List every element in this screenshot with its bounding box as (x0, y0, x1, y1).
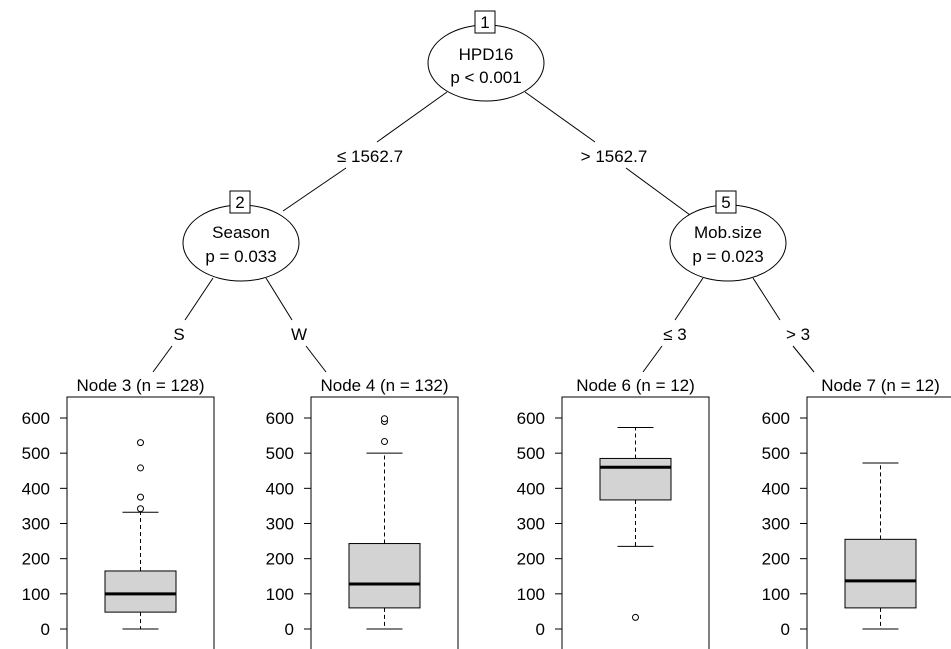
y-tick-label: 400 (762, 479, 790, 498)
y-tick-label: 500 (517, 444, 545, 463)
y-tick-label: 0 (536, 620, 545, 639)
panel-frame (806, 396, 951, 649)
outlier-point (137, 493, 144, 501)
inner-node-2: 2 Season p = 0.033 (182, 190, 300, 282)
y-tick-label: 100 (517, 585, 545, 604)
outlier-point (381, 438, 388, 446)
edge-label-5-7: > 3 (786, 325, 810, 344)
y-tick-label: 300 (22, 515, 50, 534)
y-tick-label: 200 (517, 550, 545, 569)
box-iqr (104, 570, 177, 613)
y-tick-label: 200 (266, 550, 294, 569)
node-p-value: p = 0.023 (692, 247, 763, 266)
edge-2-3 (184, 277, 214, 321)
box-iqr (599, 457, 672, 501)
terminal-node-4: Node 4 (n = 132) 0 100 200 300 400 500 600 (266, 376, 459, 649)
node-id: 1 (480, 13, 489, 32)
y-tick-label: 300 (266, 515, 294, 534)
outlier-point (137, 505, 144, 513)
edge-2-3-lower (152, 345, 173, 373)
y-tick-label: 100 (266, 585, 294, 604)
y-tick-label: 600 (762, 409, 790, 428)
panel-title: Node 3 (n = 128) (76, 376, 204, 395)
node-id: 2 (235, 193, 244, 212)
y-tick-label: 100 (762, 585, 790, 604)
y-tick-label: 300 (517, 515, 545, 534)
node-ellipse (182, 204, 300, 282)
edge-1-2 (376, 91, 448, 143)
y-tick-label: 500 (266, 444, 294, 463)
y-tick-label: 400 (22, 479, 50, 498)
node-p-value: p < 0.001 (450, 68, 521, 87)
edge-label-2-4: W (291, 325, 307, 344)
y-tick-label: 500 (762, 444, 790, 463)
node-ellipse (669, 204, 787, 282)
y-tick-label: 600 (517, 409, 545, 428)
edge-1-5-lower (625, 167, 691, 216)
terminal-node-6: Node 6 (n = 12) 0 100 200 300 400 500 600 (517, 376, 710, 649)
edge-5-7 (752, 277, 781, 321)
box-iqr (348, 543, 421, 609)
edge-2-4-lower (305, 345, 327, 373)
inner-node-1: 1 HPD16 p < 0.001 (427, 10, 545, 102)
node-variable: Season (212, 223, 270, 242)
y-tick-label: 200 (762, 550, 790, 569)
edge-label-1-5: > 1562.7 (581, 147, 648, 166)
edge-label-1-2: ≤ 1562.7 (337, 147, 403, 166)
edge-2-4 (265, 277, 293, 321)
edge-5-6-lower (642, 345, 663, 373)
edge-1-5 (524, 91, 596, 143)
tree-edges (152, 91, 815, 373)
y-tick-label: 400 (266, 479, 294, 498)
outlier-point (381, 415, 388, 423)
node-id: 5 (721, 193, 730, 212)
outlier-point (137, 439, 144, 447)
terminal-node-7: Node 7 (n = 12) 0 100 200 300 400 500 600 (762, 376, 951, 649)
outlier-point (137, 464, 144, 472)
node-p-value: p = 0.033 (205, 247, 276, 266)
node-variable: HPD16 (459, 45, 514, 64)
y-tick-label: 200 (22, 550, 50, 569)
edge-label-5-6: ≤ 3 (663, 325, 687, 344)
panel-title: Node 4 (n = 132) (320, 376, 448, 395)
y-tick-label: 0 (781, 620, 790, 639)
outlier-point (632, 613, 639, 621)
y-tick-label: 0 (285, 620, 294, 639)
y-tick-label: 600 (266, 409, 294, 428)
y-tick-label: 0 (41, 620, 50, 639)
panel-title: Node 6 (n = 12) (576, 376, 695, 395)
edge-5-7-lower (792, 345, 815, 373)
y-tick-label: 400 (517, 479, 545, 498)
y-tick-label: 500 (22, 444, 50, 463)
y-tick-label: 300 (762, 515, 790, 534)
node-id-box (474, 10, 496, 34)
node-id-box (229, 190, 251, 214)
y-tick-label: 100 (22, 585, 50, 604)
panel-title: Node 7 (n = 12) (821, 376, 940, 395)
y-tick-label: 600 (22, 409, 50, 428)
edge-1-2-lower (282, 167, 347, 212)
inner-node-5: 5 Mob.size p = 0.023 (669, 190, 787, 282)
terminal-panels: Node 3 (n = 128)0100200300400500600Node … (22, 376, 951, 649)
edge-label-2-3: S (173, 325, 184, 344)
edge-5-6 (674, 277, 704, 321)
node-id-box (715, 190, 737, 214)
terminal-node-3: Node 3 (n = 128) 0 100 200 300 400 500 600 (22, 376, 215, 649)
box-iqr (844, 538, 917, 609)
node-variable: Mob.size (694, 223, 762, 242)
